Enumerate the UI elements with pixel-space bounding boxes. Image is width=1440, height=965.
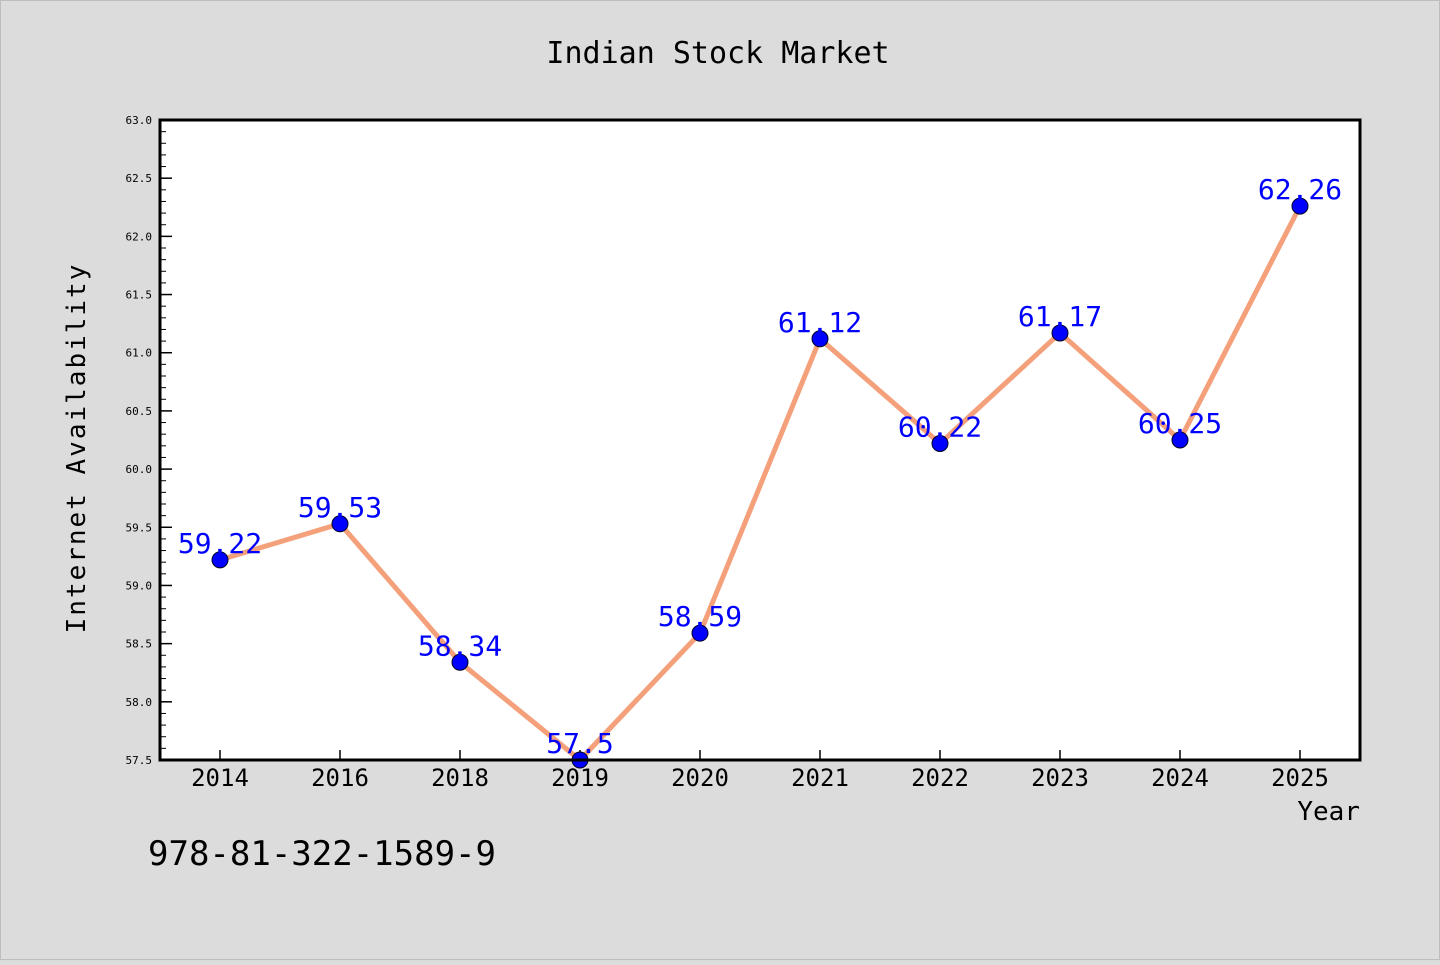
y-tick-label: 58.0 <box>126 696 153 709</box>
data-label: 60.25 <box>1138 407 1222 440</box>
y-axis-label: Internet Availability <box>62 263 92 634</box>
y-tick-label: 59.0 <box>126 579 153 592</box>
y-tick-label: 59.5 <box>126 521 153 534</box>
data-label: 59.22 <box>178 527 262 560</box>
data-markers <box>211 197 1309 769</box>
y-tick-label: 63.0 <box>126 114 153 127</box>
x-tick-label: 2020 <box>671 764 729 792</box>
y-tick-label: 61.5 <box>126 289 153 302</box>
x-tick-label: 2023 <box>1031 764 1089 792</box>
data-label: 58.34 <box>418 629 502 662</box>
plot-area <box>160 120 1360 760</box>
data-label: 59.53 <box>298 491 382 524</box>
y-tick-label: 57.5 <box>126 754 153 767</box>
y-tick-label: 58.5 <box>126 638 153 651</box>
data-label: 61.12 <box>778 306 862 339</box>
y-axis-ticks: 57.5 58.0 58.5 59.0 59.5 60.0 60.5 61.0 61.5 62.0… <box>126 114 172 767</box>
plot-frame <box>158 118 1362 762</box>
data-point <box>451 653 469 671</box>
data-label: 60.22 <box>898 410 982 443</box>
data-point <box>1051 324 1069 342</box>
x-tick-label: 2025 <box>1271 764 1329 792</box>
data-label: 61.17 <box>1018 300 1102 333</box>
data-label: 57.5 <box>546 727 613 760</box>
x-tick-label: 2024 <box>1151 764 1209 792</box>
x-tick-label: 2021 <box>791 764 849 792</box>
data-point <box>1291 197 1309 215</box>
x-axis-ticks: 2014 2016 2018 2019 2020 2021 2022 2023 2024 2025 <box>191 750 1329 792</box>
y-tick-label: 60.0 <box>126 463 153 476</box>
chart-title: Indian Stock Market <box>546 36 889 71</box>
x-axis-label: Year <box>1297 797 1360 827</box>
x-tick-label: 2022 <box>911 764 969 792</box>
x-tick-label: 2018 <box>431 764 489 792</box>
x-tick-label: 2014 <box>191 764 249 792</box>
data-point <box>811 330 829 348</box>
y-tick-label: 62.0 <box>126 230 153 243</box>
y-tick-label: 62.5 <box>126 172 153 185</box>
data-point <box>1171 431 1189 449</box>
isbn-text: 978-81-322-1589-9 <box>148 834 496 874</box>
x-tick-label: 2016 <box>311 764 369 792</box>
data-point <box>331 515 349 533</box>
data-point <box>931 434 949 452</box>
data-point <box>691 624 709 642</box>
data-label: 58.59 <box>658 600 742 633</box>
data-label: 62.26 <box>1258 173 1342 206</box>
data-point <box>211 551 229 569</box>
y-tick-label: 60.5 <box>126 405 153 418</box>
x-tick-label: 2019 <box>551 764 609 792</box>
data-labels: 59.22 59.53 58.34 57.5 58.59 61.12 60.22 61.17 6… <box>178 173 1342 760</box>
series-line <box>217 203 1303 763</box>
y-tick-label: 61.0 <box>126 347 153 360</box>
